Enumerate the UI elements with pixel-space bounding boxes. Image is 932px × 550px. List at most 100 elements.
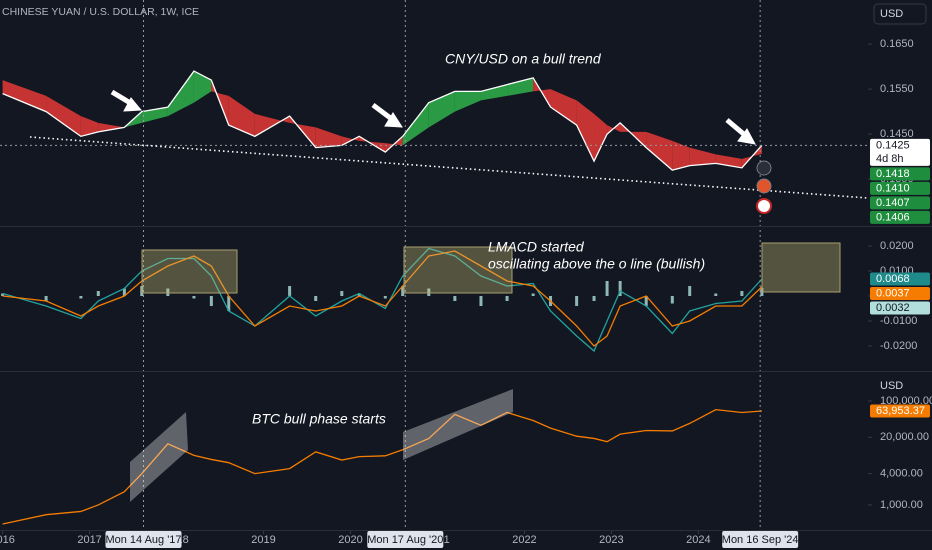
price-chip-label: 0.0032 bbox=[876, 302, 910, 314]
ribbon-segment bbox=[480, 84, 508, 101]
y-tick-label: 100,000.00 bbox=[880, 395, 932, 407]
histogram-bar bbox=[357, 293, 361, 296]
histogram-bar bbox=[644, 296, 648, 306]
price-chip bbox=[870, 167, 930, 181]
event-icon[interactable] bbox=[756, 198, 772, 214]
histogram-bar bbox=[209, 296, 213, 306]
y-tick-label: 0.1450 bbox=[880, 128, 914, 140]
phase-channel bbox=[130, 412, 188, 502]
ribbon-segment bbox=[46, 95, 81, 137]
currency-label: USD bbox=[880, 380, 903, 392]
cursor-chip bbox=[367, 531, 444, 548]
ribbon-segment bbox=[576, 100, 595, 162]
ribbon-segment bbox=[167, 71, 194, 117]
price-chip bbox=[870, 404, 930, 418]
x-tick-label: 2019 bbox=[251, 534, 275, 546]
histogram-bar bbox=[670, 296, 674, 304]
arrows bbox=[110, 89, 756, 145]
highlight-boxes bbox=[141, 242, 841, 294]
histogram-bar bbox=[618, 281, 622, 296]
price-chip-label: 0.0037 bbox=[876, 287, 910, 299]
price-chip bbox=[870, 181, 930, 195]
histogram-bar bbox=[79, 296, 83, 299]
ribbon-segment bbox=[193, 71, 212, 103]
histogram-bar bbox=[531, 293, 535, 296]
histogram-bar bbox=[592, 296, 596, 301]
price-chip-label: 0.1425 bbox=[876, 139, 910, 151]
x-tick-label: 2016 bbox=[0, 534, 15, 546]
currency-label[interactable]: USD bbox=[880, 8, 903, 20]
histogram-bar bbox=[166, 288, 170, 296]
y-tick-label: 0.1650 bbox=[880, 38, 914, 50]
phase-channel bbox=[403, 389, 513, 460]
ribbon-segment bbox=[80, 116, 99, 137]
arrow bbox=[725, 118, 748, 138]
histogram-bar bbox=[44, 296, 48, 301]
histogram-bar bbox=[714, 293, 718, 296]
ribbon-segment bbox=[228, 95, 255, 137]
ribbon-segment bbox=[402, 102, 429, 146]
cursor-chip bbox=[105, 531, 182, 548]
ribbon-segment bbox=[550, 89, 577, 126]
cursor-chip bbox=[722, 531, 799, 548]
price-chip-label: 0.1418 bbox=[876, 168, 910, 180]
price-chip-label: 0.1410 bbox=[876, 182, 910, 194]
arrow-head bbox=[737, 128, 756, 145]
histogram-bar bbox=[453, 296, 457, 301]
histogram-bar bbox=[575, 296, 579, 306]
histogram-bar bbox=[288, 286, 292, 296]
ribbon-segment bbox=[98, 122, 125, 132]
x-tick-label: 2024 bbox=[686, 534, 710, 546]
price-chip bbox=[870, 196, 930, 210]
series-line bbox=[2, 250, 763, 347]
highlight-box bbox=[761, 242, 841, 293]
histogram-bar bbox=[479, 296, 483, 306]
y-tick-label: 1,000.00 bbox=[880, 499, 923, 511]
annotation: CNY/USD on a bull trend bbox=[445, 51, 602, 67]
price-chip bbox=[870, 287, 930, 300]
histogram-bar bbox=[401, 286, 405, 296]
cursor-label: Mon 16 Sep '24 bbox=[722, 534, 799, 546]
histogram-bar bbox=[96, 291, 100, 296]
y-tick-label: 0.1550 bbox=[880, 83, 914, 95]
histogram-bar bbox=[227, 296, 231, 311]
histogram-bar bbox=[605, 281, 609, 296]
series-line bbox=[2, 247, 763, 353]
arrow-head bbox=[123, 97, 143, 112]
event-icon[interactable] bbox=[756, 160, 772, 176]
price-chip bbox=[870, 272, 930, 286]
y-tick-label: 4,000.00 bbox=[880, 468, 923, 480]
annotation: BTC bull phase starts bbox=[252, 411, 386, 427]
y-tick-label: 20,000.00 bbox=[880, 431, 929, 443]
histogram-bar bbox=[314, 296, 318, 301]
cursor-label: Mon 17 Aug '20 bbox=[367, 534, 443, 546]
series-line bbox=[2, 70, 763, 171]
x-tick-label: 2022 bbox=[512, 534, 536, 546]
symbol-title: CHINESE YUAN / U.S. DOLLAR, 1W, ICE bbox=[2, 6, 199, 18]
ribbon-segment bbox=[646, 131, 673, 171]
y-tick-label: 0.0200 bbox=[880, 240, 914, 252]
price-chip bbox=[870, 138, 930, 166]
ribbon-segment bbox=[689, 147, 716, 166]
currency-button[interactable] bbox=[873, 3, 927, 25]
price-chip bbox=[870, 301, 930, 315]
x-tick-label: 2017 bbox=[77, 534, 101, 546]
x-tick-label: 2023 bbox=[599, 534, 623, 546]
ribbon-segment bbox=[507, 77, 534, 96]
price-chip bbox=[870, 210, 930, 224]
annotation: LMACD started bbox=[488, 239, 585, 255]
series-line bbox=[2, 408, 762, 525]
countdown-label: 4d 8h bbox=[876, 153, 904, 165]
annotation: oscillating above the o line (bullish) bbox=[488, 256, 705, 272]
histogram-bar bbox=[192, 296, 196, 299]
y-tick-label: -0.0100 bbox=[880, 315, 917, 327]
histogram-bar bbox=[1, 293, 5, 296]
histogram-bar bbox=[383, 296, 387, 299]
trend-line bbox=[29, 136, 869, 199]
ribbon-segment bbox=[315, 127, 342, 148]
cursor-label: Mon 14 Aug '17 bbox=[105, 534, 181, 546]
x-tick-label: 2020 bbox=[338, 534, 362, 546]
event-icon[interactable] bbox=[756, 178, 772, 194]
overlay-layer: 0.1425 4d 8h 0.1418 0.1410 0.1407 0.1406 0.006… bbox=[105, 138, 930, 548]
